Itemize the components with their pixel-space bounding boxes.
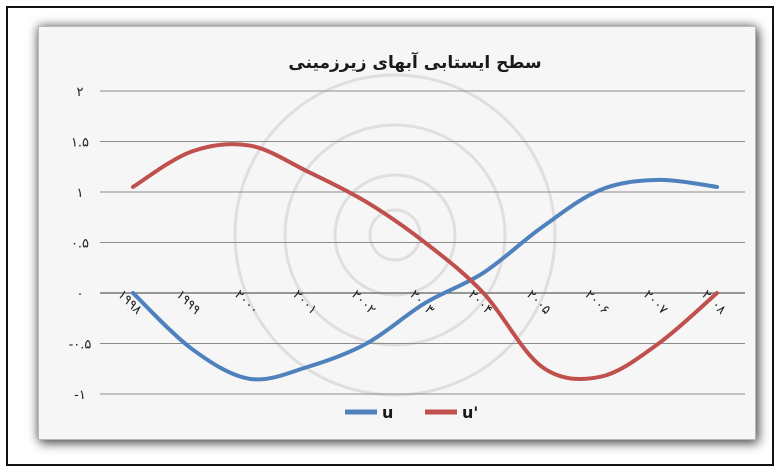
x-tick-label: ۲۰۰۱: [290, 287, 320, 317]
x-tick-label: ۱۹۹۹: [173, 287, 203, 317]
y-tick-label: ۱.۵: [71, 136, 89, 151]
series-line-u-prime: [131, 142, 719, 382]
y-tick-label: ۰.۵: [71, 237, 89, 252]
x-tick-label: ۲۰۰۸: [698, 287, 728, 317]
gridlines: [100, 90, 745, 395]
series-lines: [131, 142, 719, 382]
chart-panel: [38, 26, 756, 440]
y-axis-ticks: ۲ ۱.۵ ۱ ۰.۵ ۰ -۰.۵ -۱: [69, 85, 92, 403]
series-line-u: [131, 177, 719, 382]
legend-label: u: [382, 403, 393, 422]
watermark-ornament: [233, 73, 557, 397]
y-tick-label: -۰.۵: [69, 338, 92, 353]
x-tick-label: ۲۰۰۵: [523, 287, 553, 317]
legend-label: u': [462, 403, 478, 422]
x-tick-label: ۲۰۰۷: [640, 287, 670, 317]
legend: u u': [345, 403, 478, 422]
chart-title: سطح ایستابی آبهای زیرزمینی: [288, 51, 541, 73]
x-tick-label: ۲۰۰۶: [582, 287, 612, 317]
y-tick-label: -۱: [74, 388, 86, 403]
y-tick-label: ۲: [77, 85, 84, 100]
y-tick-label: ۰: [77, 287, 84, 302]
x-axis-ticks: ۱۹۹۸ ۱۹۹۹ ۲۰۰۰ ۲۰۰۱ ۲۰۰۲ ۲۰۰۳ ۲۰۰۴ ۲۰۰۵ ۲۰۰۶ ۲۰۰۷…: [114, 287, 728, 317]
y-tick-label: ۱: [77, 186, 84, 201]
